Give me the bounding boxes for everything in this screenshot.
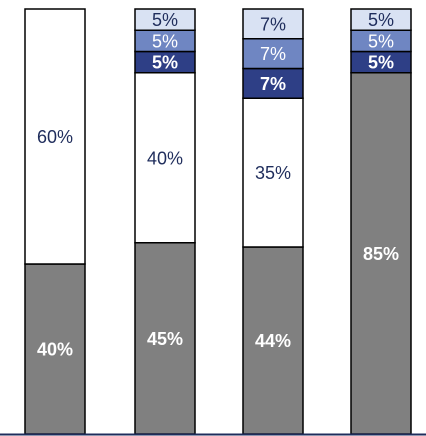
bar-segment-2-5 <box>134 8 196 31</box>
bar-group <box>24 8 412 435</box>
bar-segment-3-2 <box>242 97 304 248</box>
data-label-group: 40%60%45%40%5%5%5%44%35%7%7%7%85%5%5%5% <box>37 10 399 359</box>
data-label-2-1: 45% <box>147 329 183 349</box>
data-label-2-5: 5% <box>152 10 178 30</box>
data-label-3-5: 7% <box>260 14 286 34</box>
data-label-2-4: 5% <box>152 31 178 51</box>
data-label-2-3: 5% <box>152 53 178 73</box>
data-label-4-1: 85% <box>363 244 399 264</box>
data-label-4-4: 5% <box>368 31 394 51</box>
data-label-4-5: 5% <box>368 10 394 30</box>
bar-segment-4-5 <box>350 8 412 31</box>
bar-segment-1-1 <box>24 263 86 435</box>
data-label-1-2: 60% <box>37 127 73 147</box>
data-label-3-3: 7% <box>260 74 286 94</box>
data-label-1-1: 40% <box>37 340 73 360</box>
bar-segment-4-1 <box>350 72 412 435</box>
data-label-2-2: 40% <box>147 148 183 168</box>
data-label-3-4: 7% <box>260 44 286 64</box>
bar-segment-1-2 <box>24 8 86 265</box>
data-label-4-3: 5% <box>368 53 394 73</box>
bar-segment-3-4 <box>242 38 304 70</box>
data-label-3-1: 44% <box>255 331 291 351</box>
bar-segment-2-2 <box>134 72 196 244</box>
data-label-3-2: 35% <box>255 163 291 183</box>
bar-segment-3-5 <box>242 8 304 40</box>
